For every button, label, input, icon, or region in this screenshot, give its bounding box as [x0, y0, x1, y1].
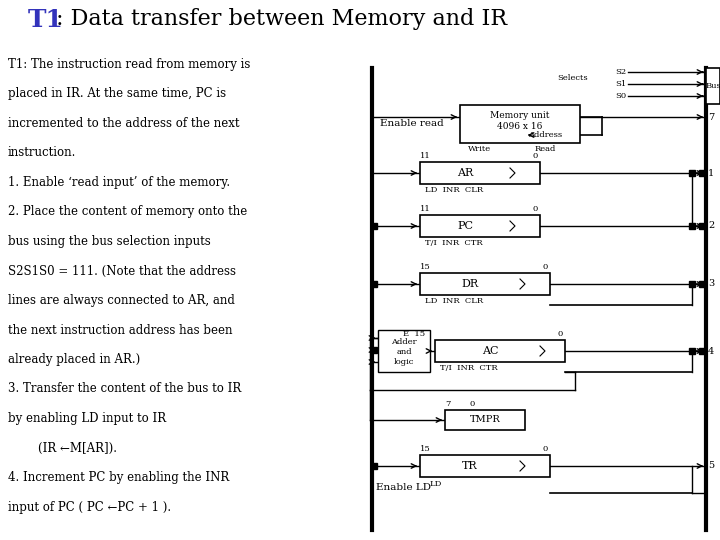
- Text: 0: 0: [543, 445, 548, 453]
- Text: Bus: Bus: [705, 82, 720, 90]
- Text: 0: 0: [469, 400, 475, 408]
- Text: 7: 7: [445, 400, 451, 408]
- Text: 15: 15: [420, 445, 431, 453]
- Text: 7: 7: [708, 112, 714, 122]
- Text: DR: DR: [462, 279, 479, 289]
- Text: S2: S2: [615, 68, 626, 76]
- Text: 4: 4: [708, 347, 714, 355]
- Text: Adder: Adder: [391, 338, 417, 346]
- Bar: [420, 455, 550, 477]
- Text: AR: AR: [457, 168, 473, 178]
- Bar: [706, 68, 720, 104]
- Text: lines are always connected to AR, and: lines are always connected to AR, and: [8, 294, 235, 307]
- Text: S0: S0: [615, 92, 626, 100]
- Text: 5: 5: [708, 462, 714, 470]
- Text: T/I  INR  CTR: T/I INR CTR: [440, 364, 498, 372]
- Bar: [435, 340, 565, 362]
- Text: Selects: Selects: [557, 74, 588, 82]
- Bar: [460, 105, 580, 143]
- Text: 2: 2: [708, 221, 714, 231]
- Text: Memory unit: Memory unit: [490, 111, 550, 120]
- Text: Enable LD: Enable LD: [376, 483, 431, 492]
- Text: logic: logic: [394, 358, 414, 366]
- Text: and: and: [396, 348, 412, 356]
- Text: the next instruction address has been: the next instruction address has been: [8, 323, 233, 336]
- Text: instruction.: instruction.: [8, 146, 76, 159]
- Text: 0: 0: [543, 263, 548, 271]
- Text: 11: 11: [420, 152, 431, 160]
- Text: LD  INR  CLR: LD INR CLR: [425, 186, 483, 194]
- Text: Enable read: Enable read: [380, 119, 444, 129]
- Text: 4096 x 16: 4096 x 16: [498, 122, 543, 131]
- Text: placed in IR. At the same time, PC is: placed in IR. At the same time, PC is: [8, 87, 226, 100]
- Text: already placed in AR.): already placed in AR.): [8, 353, 140, 366]
- Bar: [445, 410, 525, 430]
- Text: TMPR: TMPR: [469, 415, 500, 424]
- Text: Address: Address: [528, 131, 562, 139]
- Text: incremented to the address of the next: incremented to the address of the next: [8, 117, 240, 130]
- Text: Write: Write: [469, 145, 492, 153]
- Text: AC: AC: [482, 346, 498, 356]
- Text: TR: TR: [462, 461, 478, 471]
- Bar: [378, 330, 430, 372]
- Bar: [420, 273, 550, 295]
- Text: 1. Enable ‘read input’ of the memory.: 1. Enable ‘read input’ of the memory.: [8, 176, 230, 189]
- Bar: [420, 162, 540, 184]
- Text: S1: S1: [615, 80, 626, 88]
- Text: LD  INR  CLR: LD INR CLR: [425, 297, 483, 305]
- Text: (IR ←M[AR]).: (IR ←M[AR]).: [8, 442, 117, 455]
- Text: 15: 15: [420, 263, 431, 271]
- Text: 11: 11: [420, 205, 431, 213]
- Text: 4. Increment PC by enabling the INR: 4. Increment PC by enabling the INR: [8, 471, 229, 484]
- Text: LD: LD: [430, 480, 442, 488]
- Text: T/I  INR  CTR: T/I INR CTR: [425, 239, 482, 247]
- Text: S2S1S0 = 111. (Note that the address: S2S1S0 = 111. (Note that the address: [8, 265, 236, 278]
- Bar: [420, 215, 540, 237]
- Text: 0: 0: [533, 152, 538, 160]
- Text: 0: 0: [533, 205, 538, 213]
- Text: PC: PC: [457, 221, 473, 231]
- Text: 3: 3: [708, 280, 714, 288]
- Text: 0: 0: [558, 330, 563, 338]
- Text: input of PC ( PC ←PC + 1 ).: input of PC ( PC ←PC + 1 ).: [8, 501, 171, 514]
- Text: : Data transfer between Memory and IR: : Data transfer between Memory and IR: [56, 8, 507, 30]
- Text: 1: 1: [708, 168, 714, 178]
- Text: Read: Read: [534, 145, 556, 153]
- Text: T1: The instruction read from memory is: T1: The instruction read from memory is: [8, 58, 251, 71]
- Text: 3. Transfer the content of the bus to IR: 3. Transfer the content of the bus to IR: [8, 382, 241, 395]
- Text: by enabling LD input to IR: by enabling LD input to IR: [8, 412, 166, 425]
- Text: E  15: E 15: [403, 330, 425, 338]
- Text: T1: T1: [28, 8, 64, 32]
- Text: 2. Place the content of memory onto the: 2. Place the content of memory onto the: [8, 206, 247, 219]
- Text: bus using the bus selection inputs: bus using the bus selection inputs: [8, 235, 211, 248]
